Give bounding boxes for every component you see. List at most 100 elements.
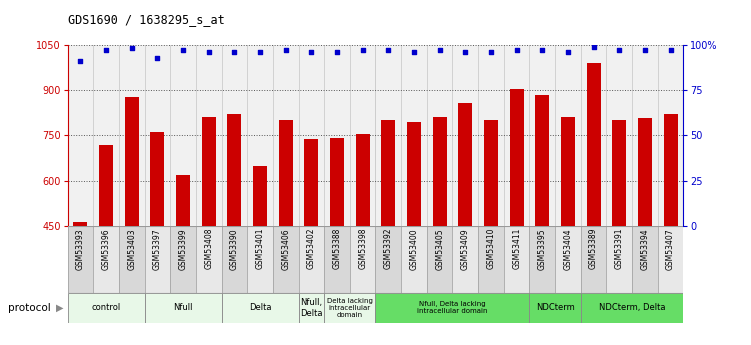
Bar	[324, 293, 376, 323]
Bar	[478, 226, 504, 293]
Text: GSM53389: GSM53389	[589, 228, 598, 269]
Text: GSM53407: GSM53407	[666, 228, 675, 270]
Text: GSM53398: GSM53398	[358, 228, 367, 269]
Bar	[125, 97, 139, 226]
Bar	[581, 293, 683, 323]
Text: GSM53410: GSM53410	[487, 228, 496, 269]
Text: ▶: ▶	[56, 303, 64, 313]
Point	[433, 48, 445, 53]
Bar	[638, 118, 652, 226]
Bar	[612, 120, 626, 226]
Point	[357, 48, 369, 53]
Point	[100, 48, 112, 53]
Text: GSM53401: GSM53401	[255, 228, 264, 269]
Bar	[273, 45, 298, 226]
Point	[485, 49, 497, 55]
Bar	[555, 45, 581, 226]
Bar	[458, 103, 472, 226]
Point	[279, 48, 291, 53]
Point	[306, 49, 318, 55]
Bar	[247, 45, 273, 226]
Bar	[401, 226, 427, 293]
Bar	[452, 226, 478, 293]
Text: GSM53409: GSM53409	[461, 228, 470, 270]
Bar	[74, 222, 87, 226]
Bar	[581, 226, 607, 293]
Bar	[587, 63, 601, 226]
Bar	[581, 45, 607, 226]
Text: Nfull: Nfull	[173, 303, 193, 313]
Point	[587, 44, 599, 49]
Bar	[356, 134, 369, 226]
Bar	[93, 45, 119, 226]
Point	[152, 55, 164, 60]
Text: GSM53406: GSM53406	[281, 228, 290, 270]
Bar	[228, 114, 241, 226]
Point	[665, 48, 677, 53]
Bar	[176, 175, 190, 226]
Text: GSM53402: GSM53402	[307, 228, 316, 269]
Bar	[561, 117, 575, 226]
Text: NDCterm: NDCterm	[535, 303, 575, 313]
Bar	[510, 89, 523, 226]
Bar	[68, 293, 144, 323]
Bar	[222, 226, 247, 293]
Bar	[658, 45, 683, 226]
Bar	[529, 45, 555, 226]
Text: GSM53393: GSM53393	[76, 228, 85, 270]
Text: GSM53403: GSM53403	[127, 228, 136, 270]
Bar	[484, 120, 498, 226]
Bar	[376, 293, 529, 323]
Text: GSM53391: GSM53391	[615, 228, 624, 269]
Bar	[324, 226, 350, 293]
Bar	[658, 226, 683, 293]
Point	[228, 49, 240, 55]
Bar	[535, 95, 549, 226]
Point	[639, 48, 651, 53]
Point	[562, 49, 574, 55]
Bar	[68, 226, 93, 293]
Bar	[664, 114, 677, 226]
Text: GSM53411: GSM53411	[512, 228, 521, 269]
Bar	[299, 45, 324, 226]
Text: GSM53397: GSM53397	[153, 228, 162, 270]
Bar	[606, 226, 632, 293]
Point	[511, 48, 523, 53]
Bar	[330, 138, 344, 226]
Bar	[68, 45, 93, 226]
Point	[74, 58, 86, 64]
Point	[408, 49, 420, 55]
Bar	[119, 226, 144, 293]
Text: GSM53395: GSM53395	[538, 228, 547, 270]
Text: GSM53399: GSM53399	[179, 228, 188, 270]
Text: GSM53408: GSM53408	[204, 228, 213, 269]
Bar	[504, 226, 529, 293]
Text: Delta lacking
intracellular
domain: Delta lacking intracellular domain	[327, 298, 372, 318]
Text: control: control	[92, 303, 121, 313]
Bar	[433, 117, 447, 226]
Bar	[382, 120, 395, 226]
Text: Delta: Delta	[249, 303, 271, 313]
Bar	[452, 45, 478, 226]
Bar	[253, 166, 267, 226]
Bar	[407, 122, 421, 226]
Bar	[350, 226, 376, 293]
Bar	[529, 293, 581, 323]
Point	[460, 49, 472, 55]
Bar	[324, 45, 350, 226]
Text: Nfull, Delta lacking
intracellular domain: Nfull, Delta lacking intracellular domai…	[418, 302, 487, 314]
Point	[177, 48, 189, 53]
Bar	[273, 226, 298, 293]
Bar	[202, 117, 216, 226]
Bar	[304, 139, 318, 226]
Text: Nfull,
Delta: Nfull, Delta	[300, 298, 323, 318]
Text: GSM53392: GSM53392	[384, 228, 393, 269]
Bar	[119, 45, 144, 226]
Bar	[144, 45, 170, 226]
Text: GSM53396: GSM53396	[101, 228, 110, 270]
Bar	[529, 226, 555, 293]
Text: GSM53400: GSM53400	[409, 228, 418, 270]
Bar	[222, 45, 247, 226]
Text: NDCterm, Delta: NDCterm, Delta	[599, 303, 665, 313]
Point	[203, 49, 215, 55]
